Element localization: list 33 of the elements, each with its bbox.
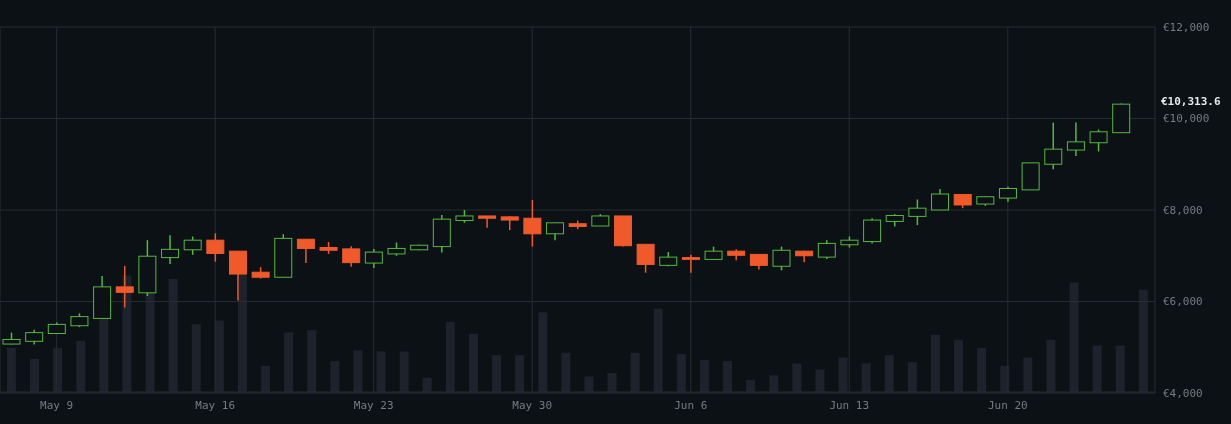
candlestick xyxy=(228,250,247,302)
candlestick xyxy=(1089,128,1108,153)
candlestick xyxy=(296,238,315,264)
x-tick-label: May 23 xyxy=(353,398,394,412)
x-tick-label: May 16 xyxy=(195,398,236,412)
x-tick-label: May 30 xyxy=(512,398,553,412)
candlestick xyxy=(206,232,225,263)
candlestick xyxy=(863,217,882,245)
candlestick xyxy=(636,243,655,274)
x-tick-label: Jun 6 xyxy=(674,398,708,412)
y-tick-label: €10,000 xyxy=(1163,112,1210,126)
y-tick-label: €8,000 xyxy=(1163,203,1203,217)
candlestick xyxy=(1044,121,1063,171)
candlestick xyxy=(1066,121,1085,157)
candlestick xyxy=(772,245,791,272)
candlestick xyxy=(161,234,180,265)
y-tick-label: €6,000 xyxy=(1163,295,1203,309)
candlestick xyxy=(931,188,950,211)
candlestick xyxy=(478,215,497,229)
y-tick-label: €12,000 xyxy=(1163,20,1210,34)
x-tick-label: Jun 20 xyxy=(987,398,1028,412)
x-tick-label: May 9 xyxy=(40,398,74,412)
candlestick xyxy=(908,198,927,226)
y-tick-label: €4,000 xyxy=(1163,386,1203,400)
candlestick xyxy=(817,239,836,260)
candlestick xyxy=(342,245,361,268)
text: €10,313.6 xyxy=(1161,95,1221,109)
x-tick-label: Jun 13 xyxy=(829,398,870,412)
candlestick xyxy=(115,265,134,309)
candlestick xyxy=(523,199,542,248)
candlestick xyxy=(681,254,700,274)
candlestick xyxy=(183,235,202,256)
candlestick xyxy=(364,248,383,269)
